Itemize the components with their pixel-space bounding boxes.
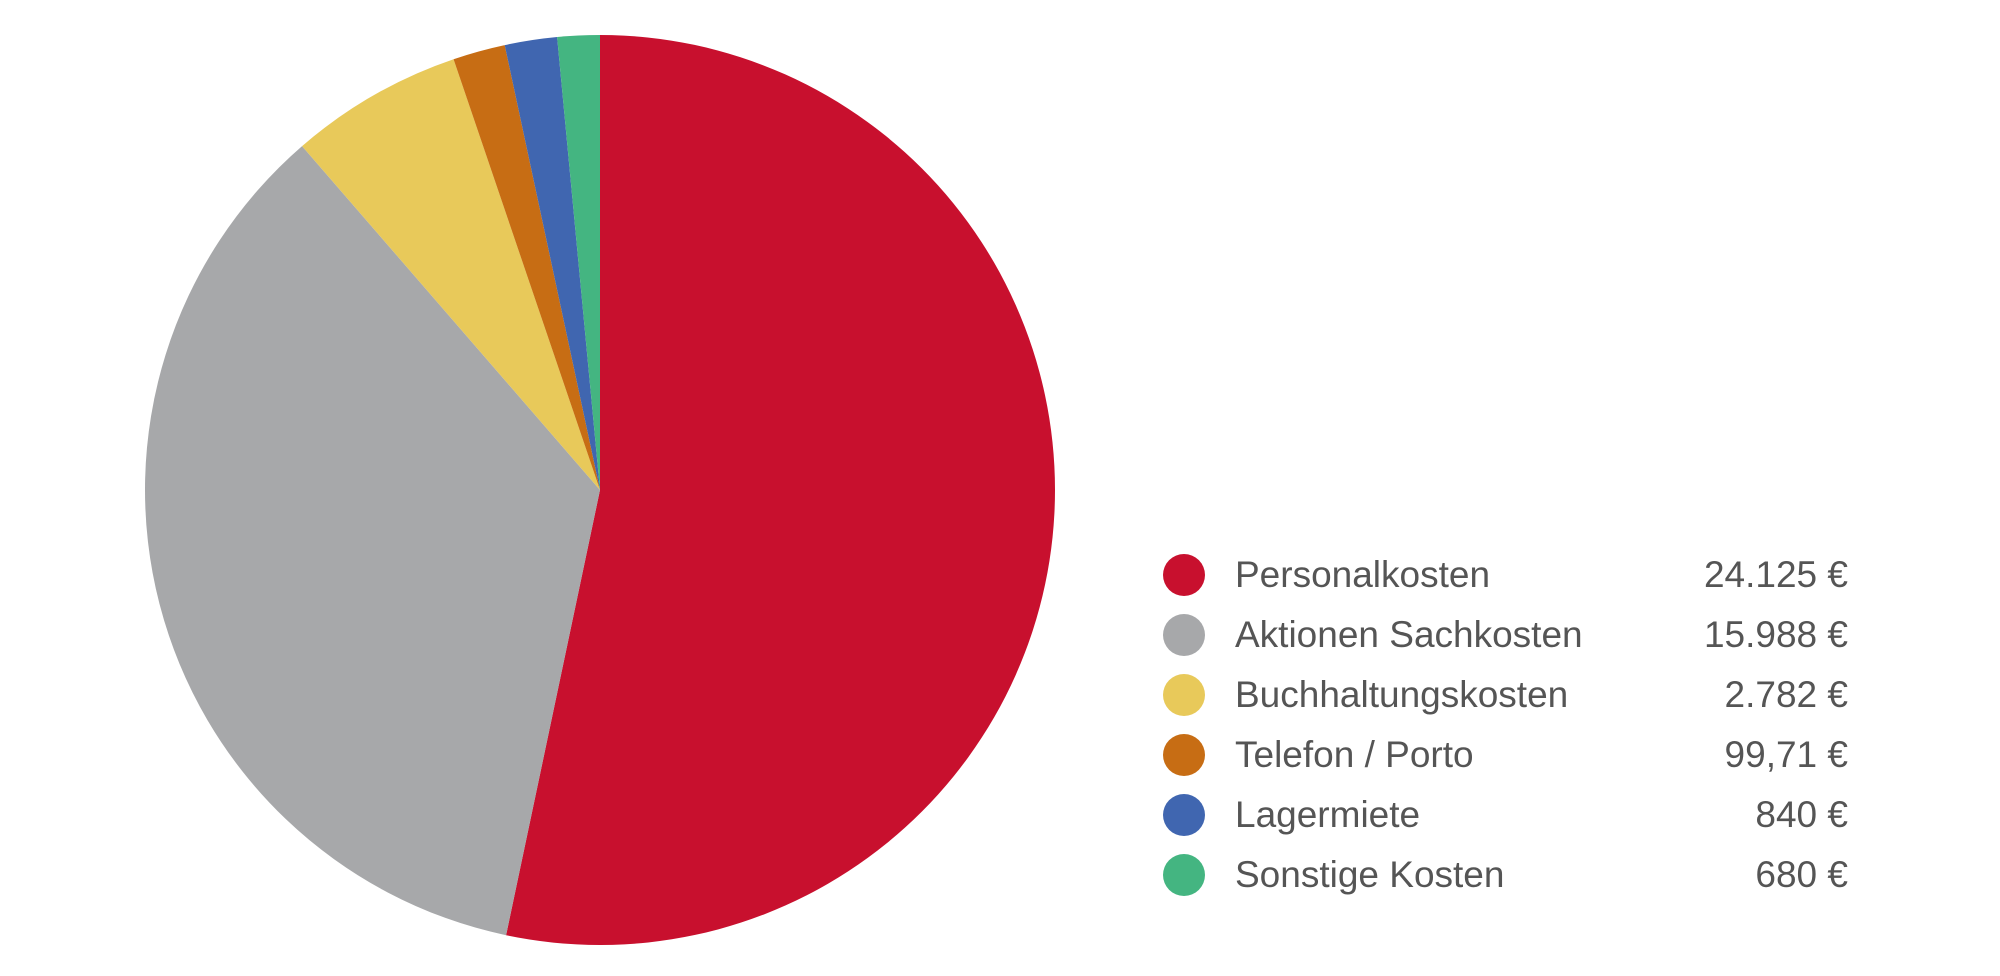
legend-label: Aktionen Sachkosten: [1235, 614, 1583, 655]
legend: Personalkosten 24.125 € Aktionen Sachkos…: [1163, 545, 1863, 905]
pie-slice-buchhaltungskosten: [302, 59, 600, 490]
pie-slice-personalkosten: [506, 35, 1055, 945]
pie-slice-telefon-porto: [453, 45, 600, 490]
legend-swatch: [1163, 554, 1205, 596]
legend-swatch: [1163, 794, 1205, 836]
pie-slice-lagermiete: [504, 37, 600, 490]
legend-item: Telefon / Porto 99,71 €: [1163, 725, 1863, 785]
pie-slice-aktionen-sachkosten: [144, 146, 600, 936]
legend-swatch: [1163, 734, 1205, 776]
legend-swatch: [1163, 614, 1205, 656]
legend-value: 840 €: [1755, 794, 1848, 835]
legend-item: Personalkosten 24.125 €: [1163, 545, 1863, 605]
legend-item: Buchhaltungskosten 2.782 €: [1163, 665, 1863, 725]
legend-value: 680 €: [1755, 854, 1848, 895]
legend-label: Personalkosten: [1235, 554, 1491, 595]
legend-label: Lagermiete: [1235, 794, 1421, 835]
legend-item: Lagermiete 840 €: [1163, 785, 1863, 845]
legend-item: Aktionen Sachkosten 15.988 €: [1163, 605, 1863, 665]
legend-swatch: [1163, 674, 1205, 716]
legend-label: Sonstige Kosten: [1235, 854, 1505, 895]
legend-label: Buchhaltungskosten: [1235, 674, 1569, 715]
legend-value: 24.125 €: [1703, 554, 1848, 595]
legend-value: 99,71 €: [1724, 734, 1848, 775]
legend-value: 2.782 €: [1724, 674, 1848, 715]
legend-swatch: [1163, 854, 1205, 896]
legend-value: 15.988 €: [1703, 614, 1848, 655]
legend-label: Telefon / Porto: [1235, 734, 1474, 775]
pie-slice-sonstige-kosten: [557, 35, 600, 490]
legend-item: Sonstige Kosten 680 €: [1163, 845, 1863, 905]
